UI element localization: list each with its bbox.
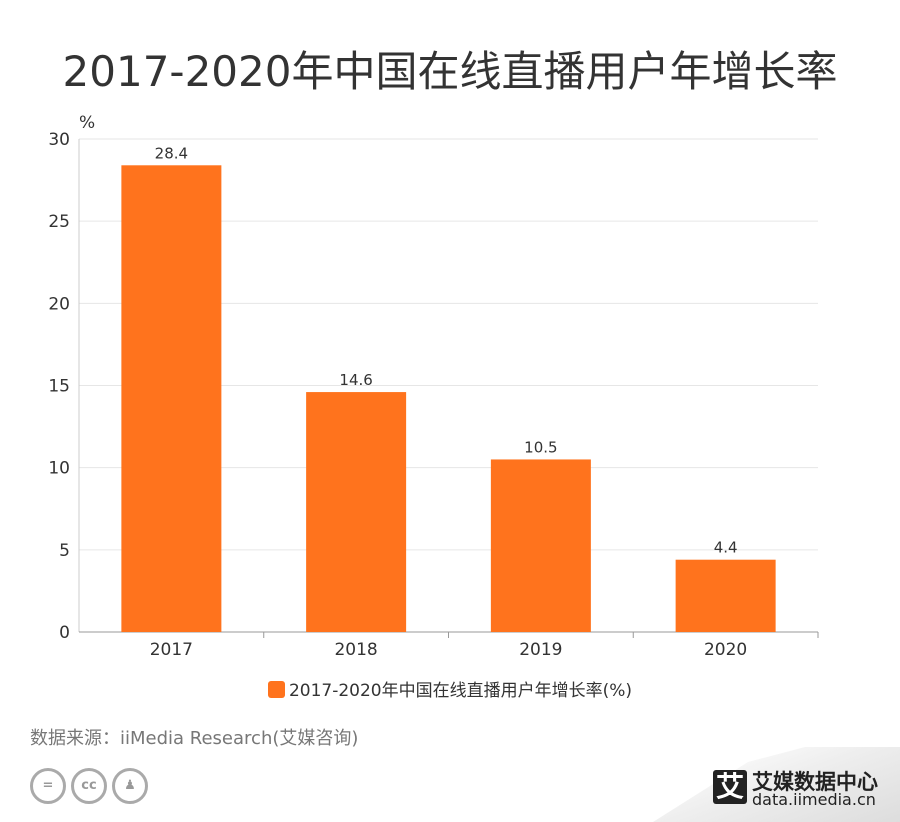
source-note: 数据来源：iiMedia Research(艾媒咨询) [30, 728, 359, 749]
logo-text: 艾媒数据中心 [752, 770, 878, 794]
x-tick-label: 2017 [150, 640, 193, 660]
data-label: 28.4 [155, 144, 188, 162]
y-tick-label: 20 [48, 294, 70, 314]
bar [490, 459, 591, 632]
chart-title: 2017-2020年中国在线直播用户年增长率 [62, 47, 838, 96]
y-tick-label: 5 [59, 541, 70, 561]
logo-mark: 艾 [713, 770, 747, 804]
y-tick-label: 25 [48, 212, 70, 232]
legend-label: 2017-2020年中国在线直播用户年增长率(%) [288, 681, 633, 701]
by-icon: ♟ [112, 768, 148, 804]
data-label: 14.6 [339, 371, 372, 389]
bar [121, 165, 222, 632]
x-tick-label: 2019 [519, 640, 562, 660]
cc-icon: cc [71, 768, 107, 804]
bar-chart: 0 5 10 15 20 25 30% 28.4 2017 14.6 2018 10.5 2019 4.4… [48, 113, 819, 660]
y-tick-label: 30 [48, 130, 70, 150]
data-label: 4.4 [714, 539, 738, 557]
legend: 2017-2020年中国在线直播用户年增长率(%) [0, 676, 900, 701]
y-tick-label: 0 [59, 623, 70, 643]
x-tick-label: 2020 [704, 640, 747, 660]
y-tick-label: 15 [48, 377, 70, 397]
nd-icon: = [30, 768, 66, 804]
data-label: 10.5 [524, 438, 557, 456]
logo-url: data.iimedia.cn [752, 790, 876, 809]
y-axis-unit: % [79, 113, 95, 133]
y-tick-label: 10 [48, 459, 70, 479]
x-tick-label: 2018 [334, 640, 377, 660]
bar [675, 559, 776, 632]
legend-swatch [267, 681, 285, 698]
bar [306, 392, 407, 632]
